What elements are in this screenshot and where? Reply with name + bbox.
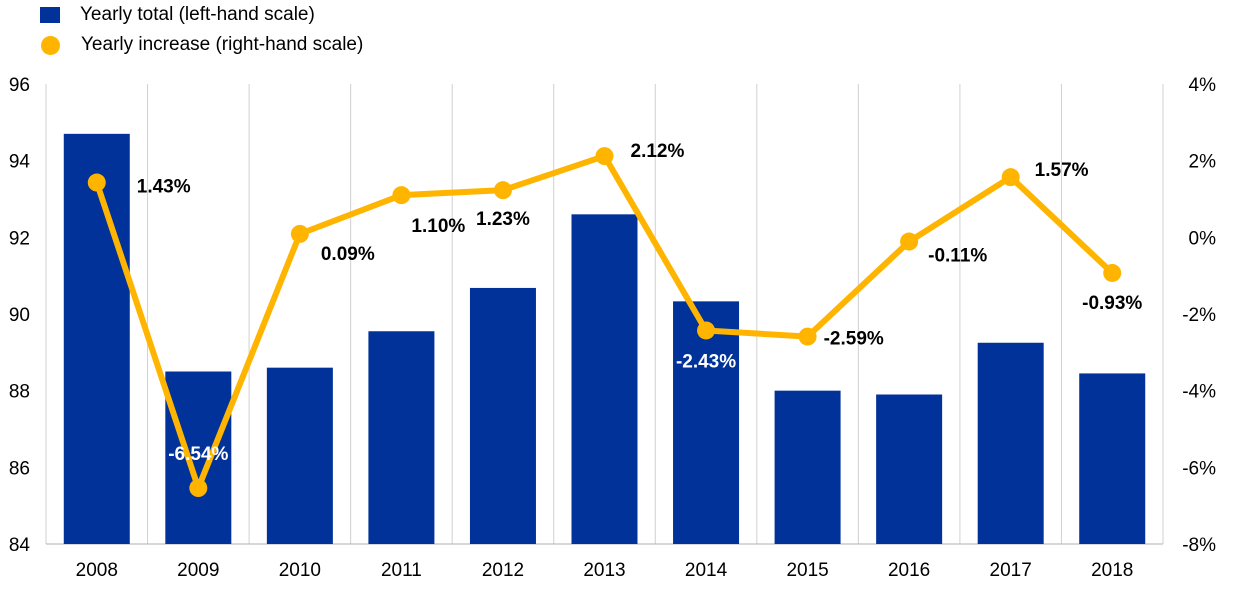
legend-swatch-bar <box>40 7 60 23</box>
bar <box>977 342 1044 544</box>
data-label: -2.43% <box>676 351 736 372</box>
x-tick-label: 2010 <box>279 560 321 581</box>
data-point <box>189 479 208 498</box>
x-tick-label: 2008 <box>76 560 118 581</box>
legend-label-yearly-total: Yearly total (left-hand scale) <box>80 4 315 25</box>
data-label: -2.59% <box>824 329 884 350</box>
data-label: 0.09% <box>321 244 375 265</box>
x-tick-label: 2014 <box>685 560 728 581</box>
bar <box>165 371 232 544</box>
right-tick-label: 2% <box>1189 152 1217 173</box>
x-tick-label: 2017 <box>990 560 1032 581</box>
bar <box>1079 373 1146 544</box>
right-tick-label: -2% <box>1182 305 1216 326</box>
chart-legend: Yearly total (left-hand scale) Yearly in… <box>40 0 363 60</box>
x-tick-label: 2012 <box>482 560 524 581</box>
data-label: -0.11% <box>928 246 987 267</box>
data-point <box>595 147 614 166</box>
data-label: 1.10% <box>411 216 465 237</box>
right-tick-label: 4% <box>1189 75 1217 96</box>
right-tick-label: 0% <box>1189 228 1217 249</box>
left-tick-label: 84 <box>9 535 31 556</box>
data-point <box>900 232 919 251</box>
left-tick-label: 94 <box>9 152 31 173</box>
data-label: 1.43% <box>137 177 191 198</box>
legend-swatch-dot <box>41 35 60 55</box>
data-point <box>1001 168 1020 187</box>
legend-item-yearly-total: Yearly total (left-hand scale) <box>40 0 363 30</box>
bar <box>673 301 740 544</box>
data-label: -6.54% <box>168 444 228 465</box>
data-point <box>798 327 817 346</box>
right-tick-label: -6% <box>1182 458 1216 479</box>
data-label: -0.93% <box>1082 293 1142 314</box>
right-tick-label: -4% <box>1182 382 1216 403</box>
left-tick-label: 92 <box>9 228 30 249</box>
x-tick-label: 2016 <box>888 560 930 581</box>
left-tick-label: 96 <box>9 75 30 96</box>
right-tick-label: -8% <box>1182 535 1216 556</box>
data-point <box>87 173 106 192</box>
data-point <box>290 224 309 243</box>
left-tick-label: 86 <box>9 458 30 479</box>
data-point <box>392 186 411 205</box>
x-tick-label: 2011 <box>381 560 422 581</box>
x-tick-label: 2013 <box>583 560 625 581</box>
data-label: 1.23% <box>476 209 530 230</box>
data-label: 2.12% <box>631 141 685 162</box>
legend-label-yearly-increase: Yearly increase (right-hand scale) <box>81 34 364 55</box>
x-tick-label: 2018 <box>1091 560 1133 581</box>
legend-item-yearly-increase: Yearly increase (right-hand scale) <box>40 30 363 60</box>
data-point <box>697 321 716 340</box>
bar <box>876 394 943 544</box>
left-tick-label: 90 <box>9 305 30 326</box>
x-tick-label: 2009 <box>177 560 219 581</box>
data-point <box>1103 263 1122 282</box>
bar <box>469 287 536 544</box>
bar <box>266 367 333 544</box>
x-tick-label: 2015 <box>786 560 828 581</box>
left-tick-label: 88 <box>9 382 30 403</box>
data-point <box>493 181 512 200</box>
bar <box>774 390 841 544</box>
data-label: 1.57% <box>1035 160 1089 181</box>
bar <box>571 214 638 545</box>
bar <box>368 331 435 544</box>
bar <box>63 133 130 545</box>
